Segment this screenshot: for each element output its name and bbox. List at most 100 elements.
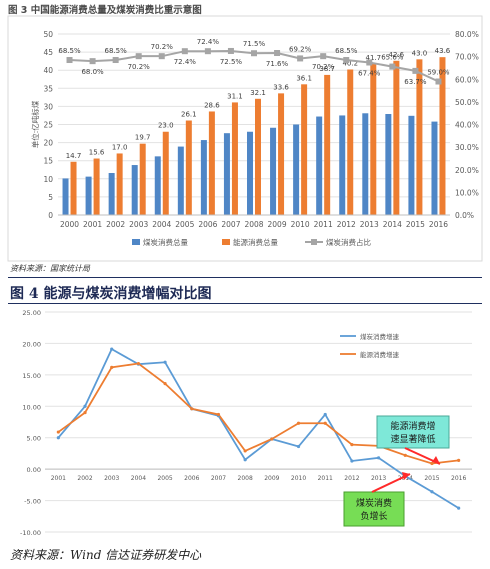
x-tick-label: 2016	[451, 475, 466, 482]
bar-data-label: 28.6	[204, 101, 220, 109]
bar-data-label: 32.1	[250, 89, 266, 97]
legend-label: 能源消费增速	[360, 350, 400, 359]
bar-coal-consumption	[293, 124, 300, 215]
y2-tick-label: 70.0%	[455, 53, 479, 62]
bar-coal-consumption	[270, 127, 277, 215]
series-line-energy-growth	[57, 362, 459, 465]
point-coal-growth	[243, 458, 247, 462]
y-tick-label: 5	[48, 193, 53, 202]
callout-energy-box	[376, 415, 450, 449]
point-data-label: 70.2%	[128, 63, 151, 71]
x-tick-label: 2008	[238, 475, 253, 482]
x-tick-label: 2003	[129, 220, 148, 229]
y-tick-label: 10.00	[22, 403, 41, 411]
bar-energy-consumption	[70, 161, 77, 215]
point-coal-growth	[163, 360, 167, 364]
y2-tick-label: 80.0%	[455, 30, 479, 39]
point-coal-share	[343, 57, 350, 64]
point-coal-share	[227, 47, 234, 54]
bar-coal-consumption	[339, 115, 346, 215]
point-energy-growth	[457, 458, 461, 462]
x-tick-label: 2015	[424, 475, 439, 482]
bar-coal-consumption	[408, 115, 415, 215]
y-tick-label: 0.00	[27, 466, 41, 474]
point-energy-growth	[296, 421, 301, 425]
bar-energy-consumption	[185, 120, 192, 215]
figure4-title: 图 4 能源与煤炭消费增幅对比图	[10, 286, 212, 302]
figure3-title: 图 3 中国能源消费总量及煤炭消费比重示意图	[8, 5, 202, 16]
y2-tick-label: 30.0%	[455, 143, 479, 152]
y-tick-label: 5.00	[27, 435, 41, 443]
point-coal-growth	[83, 404, 87, 408]
point-data-label: 68.5%	[335, 47, 358, 55]
bar-energy-consumption	[162, 131, 169, 215]
x-tick-label: 2010	[291, 220, 310, 229]
point-coal-growth	[430, 490, 434, 494]
x-tick-label: 2013	[371, 475, 386, 482]
x-tick-label: 2003	[104, 475, 119, 482]
y-tick-label: -10.00	[20, 529, 41, 537]
x-tick-label: 2000	[60, 220, 79, 229]
point-coal-growth	[296, 444, 301, 449]
bar-coal-consumption	[154, 156, 161, 215]
callout-coal-text: 煤炭消费	[356, 497, 392, 509]
x-tick-label: 2014	[383, 220, 402, 229]
bar-energy-consumption	[370, 64, 377, 216]
callout-coal-arrowhead	[402, 472, 410, 480]
point-coal-growth	[110, 347, 114, 351]
point-data-label: 68.0%	[81, 68, 104, 76]
point-energy-growth	[216, 412, 221, 417]
y2-tick-label: 50.0%	[455, 98, 479, 107]
chart-energy-coal-consumption: 0 5 10 15 20 25 30 35 40 45 50 0.0% 10.0% 20.0% 30.0% 4…	[7, 15, 483, 262]
y-tick-label: 15.00	[22, 372, 41, 380]
point-coal-share	[412, 67, 419, 74]
bar-data-label: 19.7	[135, 134, 151, 142]
series-line-coal-growth	[57, 347, 460, 509]
bar-energy-consumption	[393, 60, 400, 216]
callout-energy-arrowhead	[432, 456, 440, 464]
bar-coal-consumption	[85, 176, 92, 215]
y2-tick-label: 0.0%	[455, 211, 474, 220]
y-tick-label: 15	[43, 157, 53, 166]
legend-label: 煤炭消费总量	[143, 237, 188, 247]
point-coal-share	[112, 57, 119, 64]
y-tick-label: 35	[43, 84, 53, 93]
bar-data-label: 14.7	[66, 152, 82, 160]
point-energy-growth	[110, 365, 114, 369]
x-tick-label: 2001	[83, 220, 102, 229]
bar-energy-consumption	[278, 93, 285, 215]
chart-frame	[7, 15, 483, 262]
x-tick-label: 2004	[152, 220, 171, 229]
x-tick-label: 2011	[314, 220, 333, 229]
x-tick-label: 2015	[406, 220, 425, 229]
point-data-label: 72.5%	[220, 58, 243, 66]
bar-energy-consumption	[116, 153, 123, 215]
legend-label: 煤炭消费占比	[326, 237, 371, 247]
bar-coal-consumption	[431, 121, 438, 215]
y-tick-label: 25.00	[22, 309, 41, 317]
point-energy-growth	[136, 361, 141, 366]
bar-data-label: 36.1	[296, 74, 312, 82]
point-coal-share	[274, 50, 281, 57]
point-coal-share	[435, 78, 442, 85]
bar-coal-consumption	[177, 146, 184, 215]
x-tick-label: 2011	[318, 475, 333, 482]
x-tick-label: 2001	[51, 475, 66, 482]
point-coal-share	[251, 50, 257, 57]
y2-tick-label: 40.0%	[455, 121, 479, 130]
legend-swatch	[132, 239, 140, 245]
point-data-label: 71.6%	[266, 60, 289, 68]
x-tick-label: 2014	[398, 475, 413, 482]
callout-coal-text: 负增长	[360, 510, 387, 522]
point-data-label: 72.4%	[174, 58, 197, 66]
point-energy-growth	[56, 430, 60, 434]
callout-energy-text: 能源消费增	[390, 420, 435, 432]
x-tick-label: 2012	[344, 475, 359, 482]
bar-coal-consumption	[362, 113, 369, 215]
point-coal-share	[66, 57, 73, 64]
point-coal-share	[297, 55, 304, 62]
point-coal-share	[135, 53, 142, 60]
bar-coal-consumption	[200, 140, 207, 215]
point-energy-growth	[243, 449, 247, 453]
